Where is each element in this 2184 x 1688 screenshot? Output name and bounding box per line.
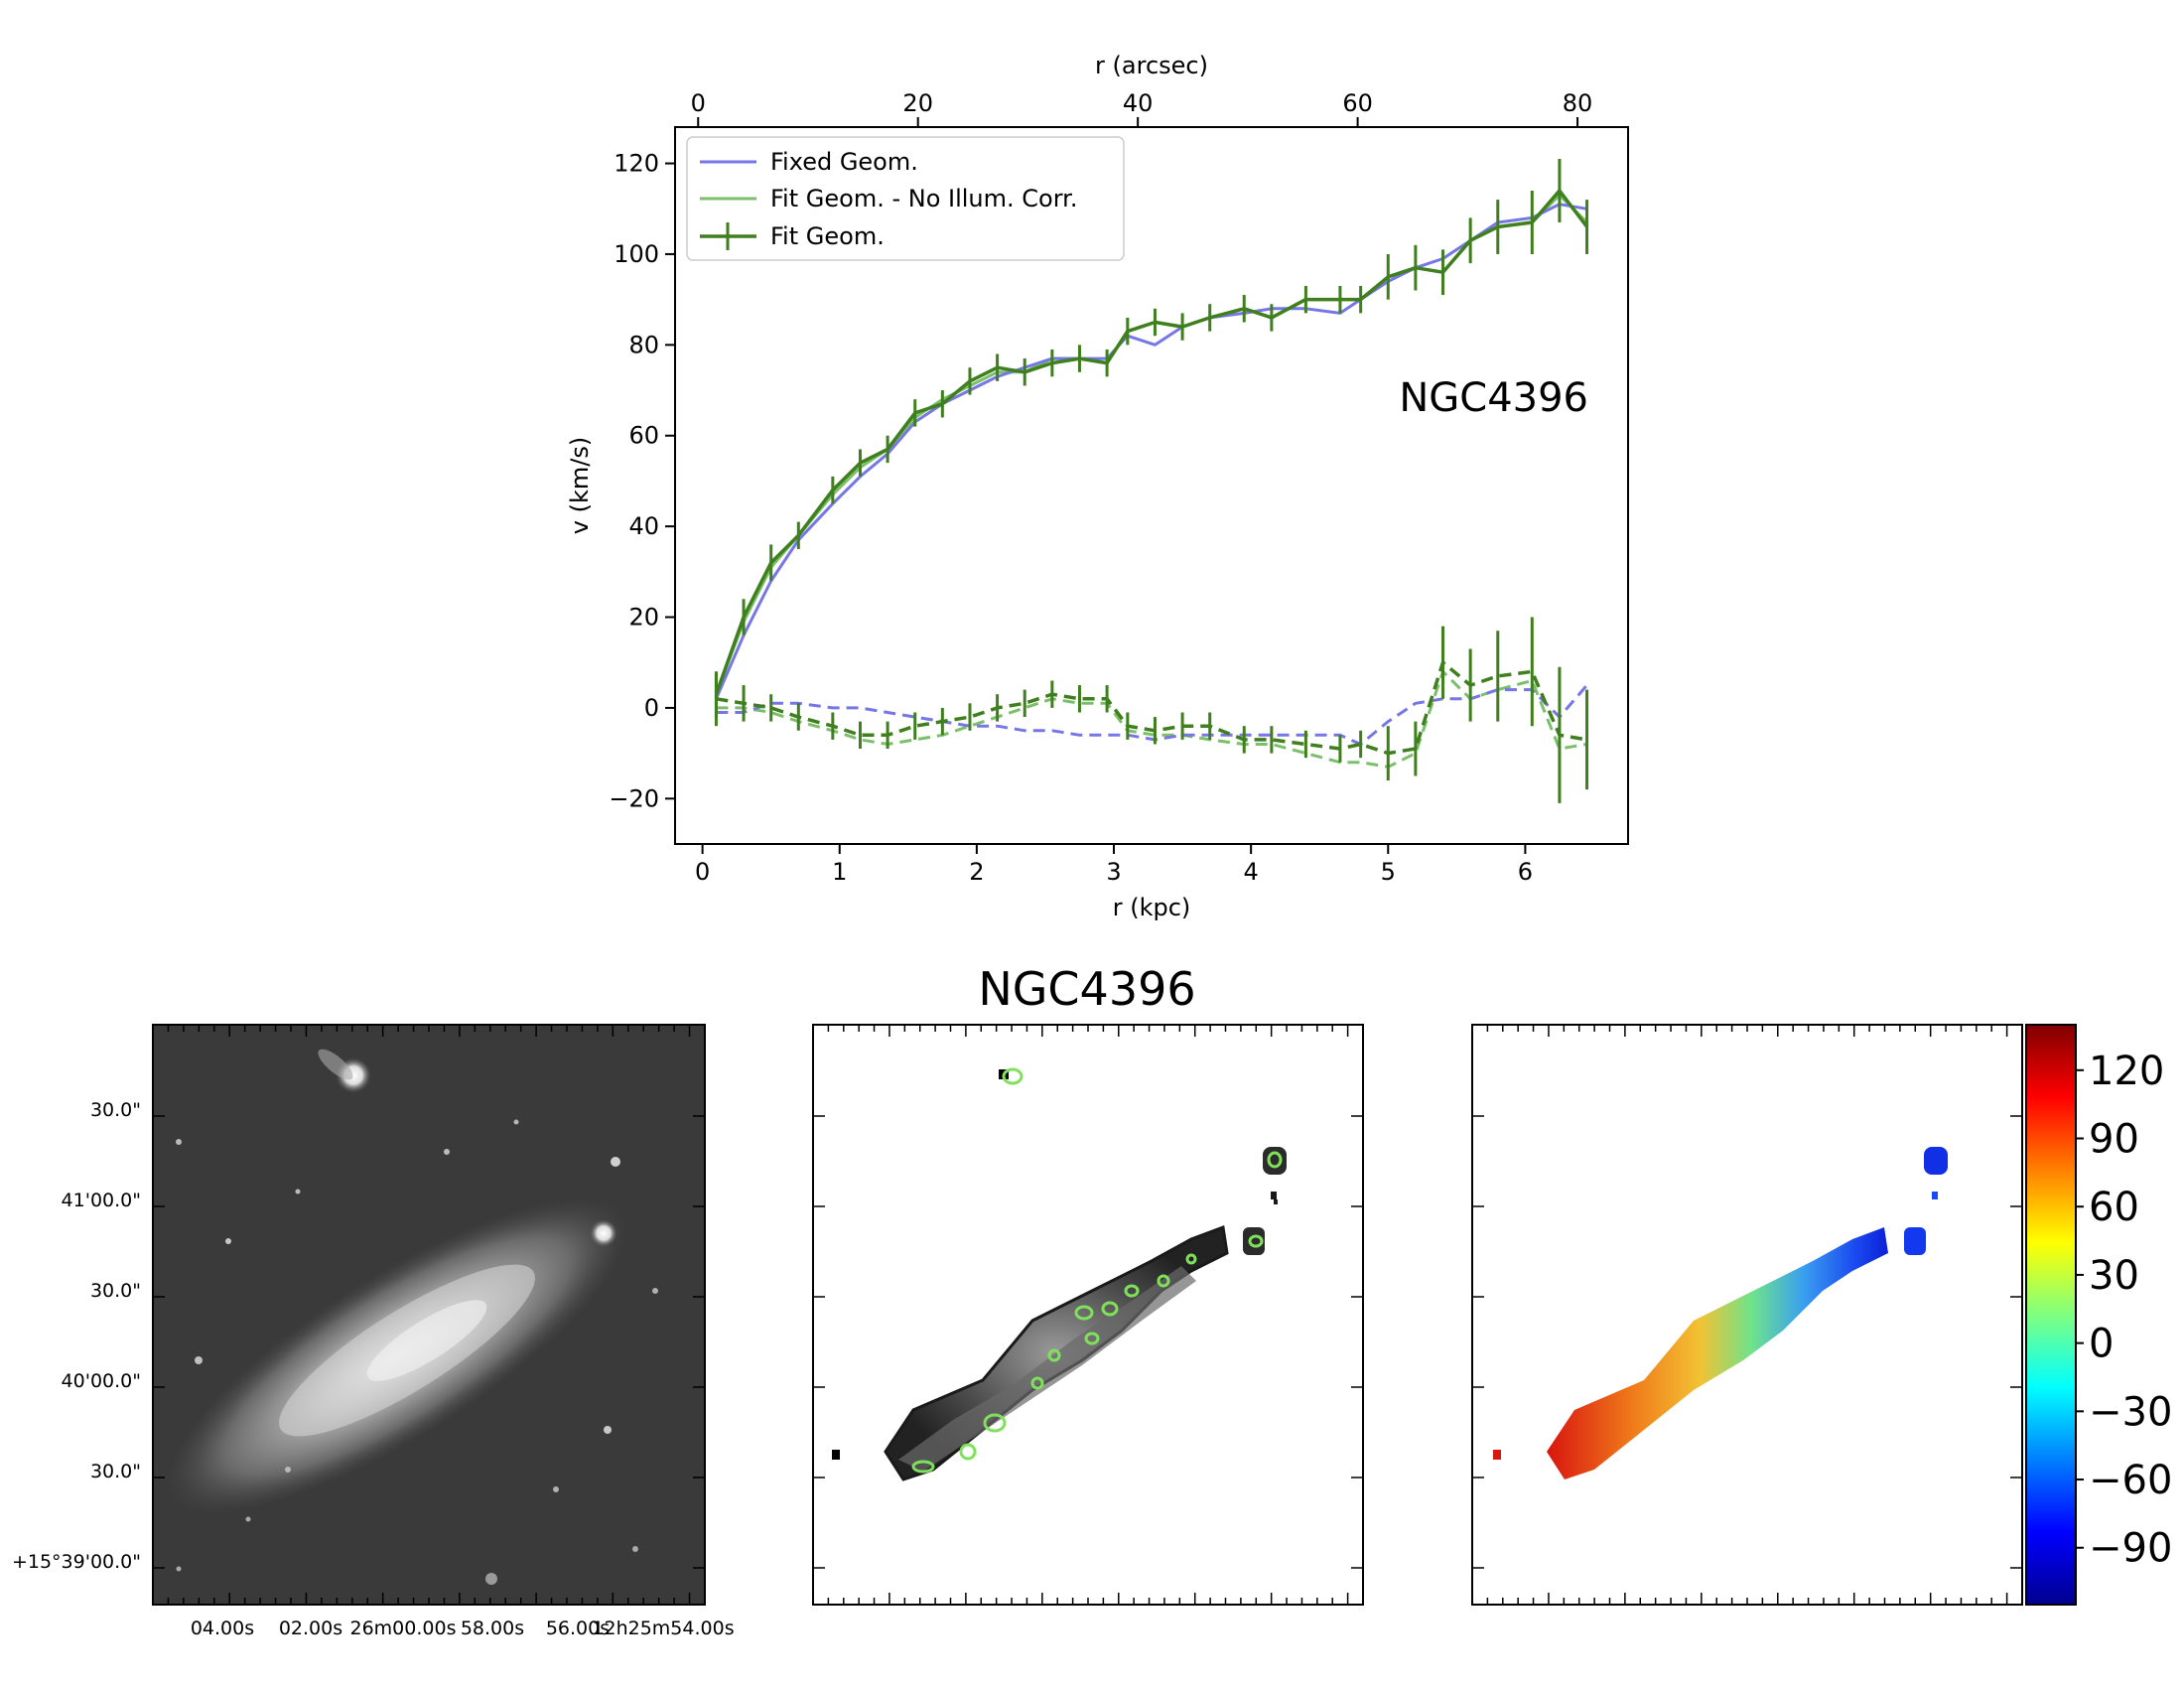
colorbar-tick-label: −30: [2089, 1389, 2172, 1435]
x-tick-label: 5: [1381, 858, 1396, 886]
x2-tick-label: 60: [1342, 89, 1373, 117]
y-tick-label: 0: [644, 694, 659, 722]
intensity-map-ticks: [813, 1025, 1363, 1605]
colorbar-tick-label: 60: [2089, 1185, 2139, 1230]
series-line: [715, 203, 1587, 700]
dec-label-2: 41'00.0": [62, 1190, 141, 1211]
ra-label-6: 12h25m54.00s: [592, 1618, 734, 1639]
optical-image-ticks: [153, 1025, 705, 1605]
colorbar: [2025, 1024, 2077, 1606]
series-line: [716, 684, 1588, 746]
series-line: [716, 669, 1587, 769]
series-line: [716, 660, 1587, 756]
dec-label-3: 30.0": [90, 1280, 141, 1302]
ra-label-5: 56.00s: [546, 1618, 610, 1639]
intensity-map-title: NGC4396: [978, 962, 1195, 1016]
dec-label-5: 30.0": [90, 1461, 141, 1482]
x2-axis-label: r (arcsec): [1095, 52, 1208, 79]
colorbar-tick-label: 90: [2089, 1117, 2139, 1163]
dec-label-6: +15°39'00.0": [12, 1551, 141, 1573]
series-line: [714, 189, 1588, 695]
x2-tick-label: 20: [902, 89, 933, 117]
x-axis-label: r (kpc): [1113, 894, 1191, 921]
x-tick-label: 6: [1518, 858, 1533, 886]
colorbar-tick-label: 30: [2089, 1253, 2139, 1299]
series-layer: [714, 158, 1589, 803]
x2-tick-label: 80: [1563, 89, 1593, 117]
y-tick-label: 120: [614, 150, 659, 178]
dec-label-1: 30.0": [90, 1099, 141, 1121]
colorbar-tick-label: 0: [2089, 1322, 2114, 1367]
ra-label-4: 58.00s: [461, 1618, 524, 1639]
y-axis: −20 0 20 40 60 80 100 120: [609, 150, 675, 812]
ra-label-1: 04.00s: [191, 1618, 254, 1639]
velocity-field-map: [1493, 1147, 1948, 1479]
colorbar-tick-label: −90: [2089, 1526, 2172, 1572]
x-axis-top: 0 20 40 60 80: [691, 89, 1593, 127]
legend-label-fixed: Fixed Geom.: [770, 148, 918, 176]
x2-tick-label: 40: [1123, 89, 1154, 117]
rotation-curve-chart: 0 1 2 3 4 5 6 0 20 40 60 80 −20 0 20 40 60 80 100 120 r (…: [566, 52, 1629, 921]
legend: Fixed Geom. Fit Geom. - No Illum. Corr. …: [686, 136, 1125, 261]
y-tick-label: 100: [614, 240, 659, 268]
intensity-map-contours: [911, 1067, 1283, 1474]
legend-label-nocorr: Fit Geom. - No Illum. Corr.: [770, 185, 1077, 212]
y-tick-label: 80: [628, 331, 659, 358]
y-tick-label: −20: [609, 784, 659, 812]
y-tick-label: 60: [628, 422, 659, 450]
x-tick-label: 1: [832, 858, 847, 886]
intensity-map-emission: [832, 1069, 1287, 1481]
colorbar-tick-label: 120: [2089, 1049, 2164, 1094]
intensity-map-panel: NGC4396: [812, 962, 1364, 1606]
optical-image-panel: 30.0" 41'00.0" 30.0" 40'00.0" 30.0" +15°…: [12, 1024, 735, 1639]
optical-stars: [176, 1049, 658, 1585]
dec-label-4: 40'00.0": [62, 1370, 141, 1392]
x-tick-label: 3: [1106, 858, 1121, 886]
x-tick-label: 2: [969, 858, 984, 886]
colorbar-ticks: 120 90 60 30 0 −30 −60 −90: [2076, 1049, 2172, 1572]
y-axis-label: v (km/s): [566, 437, 594, 534]
velocity-field-ticks: [1472, 1025, 2022, 1605]
y-tick-label: 40: [628, 512, 659, 540]
x2-tick-label: 0: [691, 89, 706, 117]
x-tick-label: 0: [695, 858, 710, 886]
colorbar-tick-label: −60: [2089, 1458, 2172, 1503]
x-axis-bottom: 0 1 2 3 4 5 6: [695, 844, 1533, 886]
galaxy-annotation: NGC4396: [1399, 375, 1588, 421]
x-tick-label: 4: [1244, 858, 1259, 886]
optical-galaxy: [165, 1197, 629, 1515]
velocity-field-panel: 120 90 60 30 0 −30 −60 −90: [1471, 1024, 2172, 1606]
legend-label-fit: Fit Geom.: [770, 222, 885, 250]
y-tick-label: 20: [628, 604, 659, 632]
ra-label-3: 26m00.00s: [350, 1618, 457, 1639]
legend-box: [686, 136, 1125, 261]
ra-label-2: 02.00s: [279, 1618, 342, 1639]
